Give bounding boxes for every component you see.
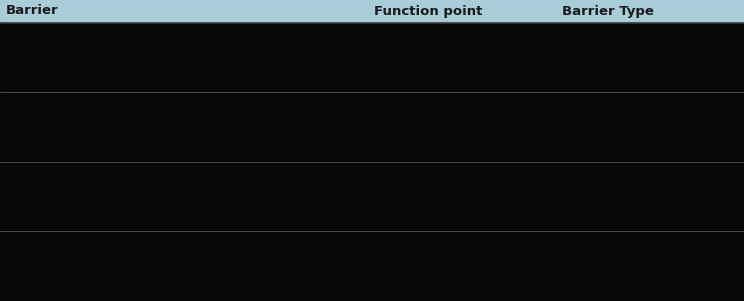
Bar: [0, 162, 744, 231]
Text: Barrier Type: Barrier Type: [562, 5, 653, 17]
Bar: [0, 0, 744, 22]
Bar: [0, 231, 744, 301]
Text: Function point: Function point: [374, 5, 483, 17]
Text: Barrier: Barrier: [6, 5, 59, 17]
Bar: [0, 22, 744, 92]
Bar: [0, 92, 744, 162]
